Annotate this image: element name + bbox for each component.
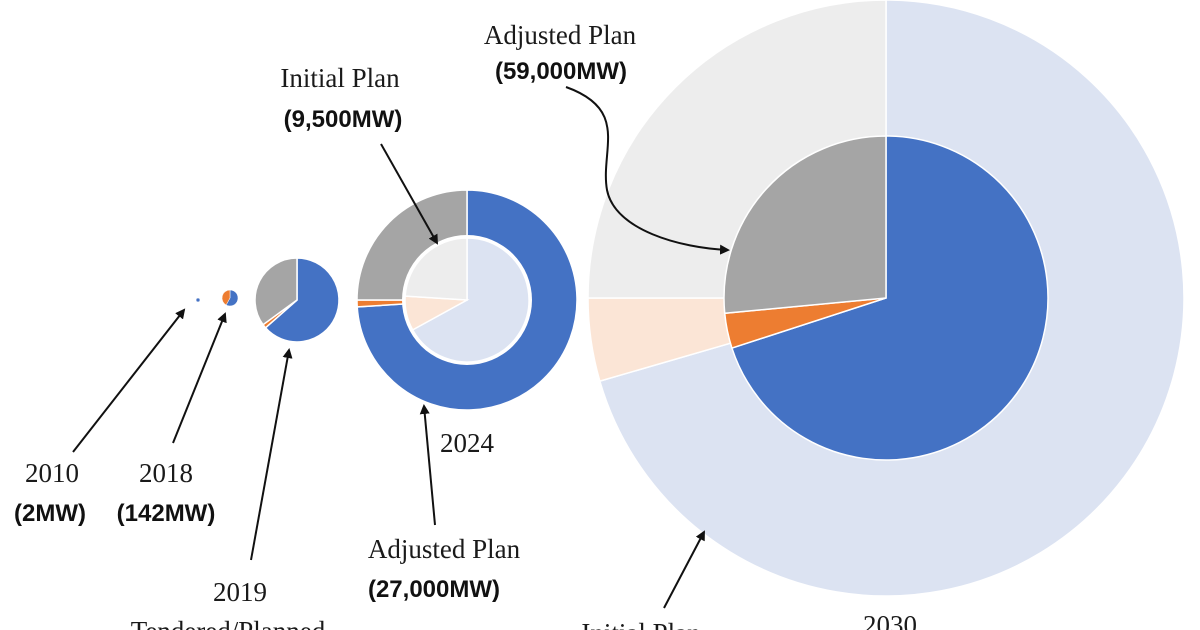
label-initial-plan-2024: Initial Plan — [280, 63, 400, 93]
arrow-2010 — [72, 308, 186, 453]
capacity-adjusted-plan-2024: (27,000MW) — [368, 576, 500, 603]
label-2030: 2030 — [863, 610, 917, 630]
arrow-2018 — [172, 312, 227, 444]
capacity-initial-plan-2024: (9,500MW) — [284, 106, 403, 133]
pie-2030-inner-slice-3 — [723, 135, 887, 315]
label-adjusted-plan-2030: Adjusted Plan — [484, 20, 637, 50]
leader-arrows — [72, 86, 730, 609]
pie-2030-inner-slice-1 — [730, 135, 1049, 461]
capacity-2018: (142MW) — [117, 500, 216, 527]
label-2010: 2010 — [25, 458, 79, 488]
capacity-2010: (2MW) — [14, 500, 86, 527]
arrow-2019 — [250, 348, 293, 561]
pie-2010-slice-1 — [195, 297, 201, 303]
pie-2018-slice-2 — [221, 289, 231, 306]
arrow-adjusted-2030 — [565, 86, 730, 255]
label-2019: 2019 — [213, 577, 267, 607]
label-2018: 2018 — [139, 458, 193, 488]
capacity-adjusted-plan-2030: (59,000MW) — [495, 58, 627, 85]
pies-layer — [195, 0, 1185, 597]
pie-2019-slice-3 — [254, 257, 298, 326]
pie-2018-slice-1 — [225, 289, 239, 307]
pie-2024-inner-slice-1 — [411, 237, 530, 363]
labels: 2010 (2MW) 2018 (142MW) 2019 Tendered/Pl… — [14, 20, 917, 630]
pie-2019-slice-1 — [264, 257, 340, 343]
label-tendered-planned: Tendered/Planned — [131, 616, 326, 630]
label-initial-plan-2030: Initial Plan — [581, 618, 701, 630]
arrow-initial-2030 — [663, 530, 705, 609]
label-2024: 2024 — [440, 428, 495, 458]
label-adjusted-plan-2024: Adjusted Plan — [368, 534, 521, 564]
pie-2024-inner-slice-3 — [404, 237, 468, 301]
arrow-adjusted-2024 — [419, 404, 436, 526]
arrow-initial-2024 — [380, 143, 438, 245]
